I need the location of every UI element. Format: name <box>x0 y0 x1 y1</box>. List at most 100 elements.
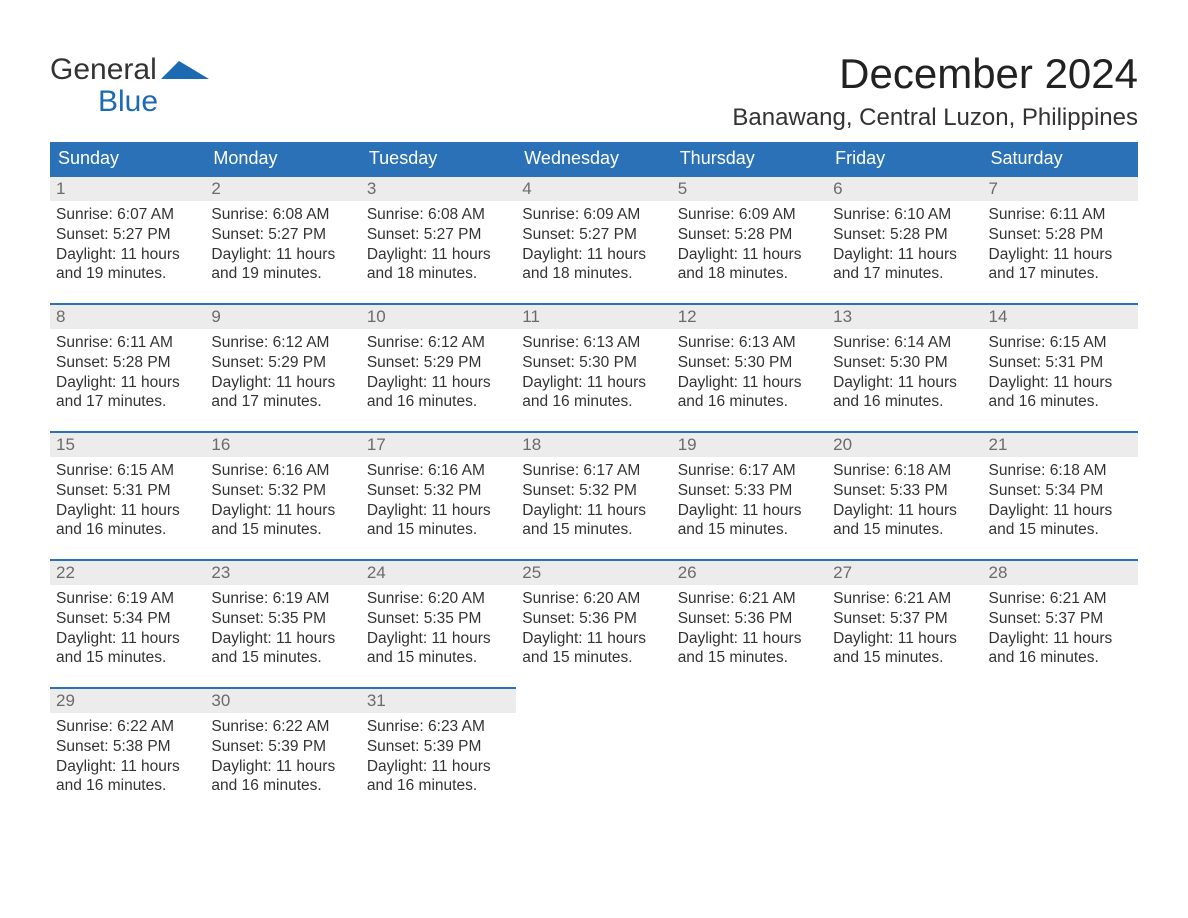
sunrise-line: Sunrise: 6:19 AM <box>56 589 199 609</box>
weekday-header: Friday <box>827 142 982 175</box>
day-number: 5 <box>672 177 827 201</box>
day-wrap: 8Sunrise: 6:11 AMSunset: 5:28 PMDaylight… <box>50 303 205 420</box>
sunrise-line: Sunrise: 6:12 AM <box>211 333 354 353</box>
day-wrap: 15Sunrise: 6:15 AMSunset: 5:31 PMDayligh… <box>50 431 205 548</box>
location-subtitle: Banawang, Central Luzon, Philippines <box>732 104 1138 132</box>
daylight-line: Daylight: 11 hours and 15 minutes. <box>56 629 199 669</box>
calendar-cell: 20Sunrise: 6:18 AMSunset: 5:33 PMDayligh… <box>827 431 982 559</box>
day-wrap: 25Sunrise: 6:20 AMSunset: 5:36 PMDayligh… <box>516 559 671 676</box>
day-number: 31 <box>361 689 516 713</box>
day-details: Sunrise: 6:17 AMSunset: 5:32 PMDaylight:… <box>516 457 671 548</box>
day-details: Sunrise: 6:14 AMSunset: 5:30 PMDaylight:… <box>827 329 982 420</box>
calendar-cell <box>672 687 827 815</box>
day-number: 4 <box>516 177 671 201</box>
day-number: 2 <box>205 177 360 201</box>
calendar-cell: 19Sunrise: 6:17 AMSunset: 5:33 PMDayligh… <box>672 431 827 559</box>
daylight-line: Daylight: 11 hours and 16 minutes. <box>56 501 199 541</box>
sunrise-line: Sunrise: 6:08 AM <box>367 205 510 225</box>
sunrise-line: Sunrise: 6:16 AM <box>211 461 354 481</box>
day-wrap: 17Sunrise: 6:16 AMSunset: 5:32 PMDayligh… <box>361 431 516 548</box>
calendar-cell: 5Sunrise: 6:09 AMSunset: 5:28 PMDaylight… <box>672 175 827 303</box>
day-details: Sunrise: 6:13 AMSunset: 5:30 PMDaylight:… <box>516 329 671 420</box>
sunset-line: Sunset: 5:35 PM <box>367 609 510 629</box>
calendar-week-row: 8Sunrise: 6:11 AMSunset: 5:28 PMDaylight… <box>50 303 1138 431</box>
day-number: 12 <box>672 305 827 329</box>
sunset-line: Sunset: 5:28 PM <box>56 353 199 373</box>
sunset-line: Sunset: 5:28 PM <box>989 225 1132 245</box>
daylight-line: Daylight: 11 hours and 15 minutes. <box>833 501 976 541</box>
day-details: Sunrise: 6:21 AMSunset: 5:37 PMDaylight:… <box>827 585 982 676</box>
daylight-line: Daylight: 11 hours and 17 minutes. <box>56 373 199 413</box>
weekday-header: Tuesday <box>361 142 516 175</box>
daylight-line: Daylight: 11 hours and 17 minutes. <box>989 245 1132 285</box>
sunrise-line: Sunrise: 6:13 AM <box>522 333 665 353</box>
weekday-header-row: SundayMondayTuesdayWednesdayThursdayFrid… <box>50 142 1138 175</box>
day-details: Sunrise: 6:13 AMSunset: 5:30 PMDaylight:… <box>672 329 827 420</box>
flag-icon <box>161 54 209 86</box>
daylight-line: Daylight: 11 hours and 15 minutes. <box>367 501 510 541</box>
day-details: Sunrise: 6:10 AMSunset: 5:28 PMDaylight:… <box>827 201 982 292</box>
sunset-line: Sunset: 5:28 PM <box>678 225 821 245</box>
sunset-line: Sunset: 5:37 PM <box>989 609 1132 629</box>
sunrise-line: Sunrise: 6:20 AM <box>367 589 510 609</box>
daylight-line: Daylight: 11 hours and 19 minutes. <box>56 245 199 285</box>
sunrise-line: Sunrise: 6:17 AM <box>678 461 821 481</box>
calendar-cell: 10Sunrise: 6:12 AMSunset: 5:29 PMDayligh… <box>361 303 516 431</box>
sunrise-line: Sunrise: 6:18 AM <box>989 461 1132 481</box>
daylight-line: Daylight: 11 hours and 16 minutes. <box>367 757 510 797</box>
calendar-cell: 8Sunrise: 6:11 AMSunset: 5:28 PMDaylight… <box>50 303 205 431</box>
sunset-line: Sunset: 5:32 PM <box>211 481 354 501</box>
day-details: Sunrise: 6:17 AMSunset: 5:33 PMDaylight:… <box>672 457 827 548</box>
day-number: 24 <box>361 561 516 585</box>
day-details: Sunrise: 6:08 AMSunset: 5:27 PMDaylight:… <box>361 201 516 292</box>
day-details: Sunrise: 6:21 AMSunset: 5:37 PMDaylight:… <box>983 585 1138 676</box>
daylight-line: Daylight: 11 hours and 18 minutes. <box>678 245 821 285</box>
day-number: 6 <box>827 177 982 201</box>
day-number: 27 <box>827 561 982 585</box>
sunset-line: Sunset: 5:30 PM <box>678 353 821 373</box>
day-number: 17 <box>361 433 516 457</box>
logo-word-blue: Blue <box>50 86 209 118</box>
sunrise-line: Sunrise: 6:08 AM <box>211 205 354 225</box>
day-number: 11 <box>516 305 671 329</box>
calendar-week-row: 22Sunrise: 6:19 AMSunset: 5:34 PMDayligh… <box>50 559 1138 687</box>
sunset-line: Sunset: 5:27 PM <box>56 225 199 245</box>
sunset-line: Sunset: 5:36 PM <box>522 609 665 629</box>
daylight-line: Daylight: 11 hours and 16 minutes. <box>522 373 665 413</box>
day-wrap: 26Sunrise: 6:21 AMSunset: 5:36 PMDayligh… <box>672 559 827 676</box>
daylight-line: Daylight: 11 hours and 16 minutes. <box>367 373 510 413</box>
daylight-line: Daylight: 11 hours and 15 minutes. <box>367 629 510 669</box>
day-wrap: 3Sunrise: 6:08 AMSunset: 5:27 PMDaylight… <box>361 175 516 292</box>
daylight-line: Daylight: 11 hours and 16 minutes. <box>678 373 821 413</box>
day-wrap: 1Sunrise: 6:07 AMSunset: 5:27 PMDaylight… <box>50 175 205 292</box>
day-wrap: 29Sunrise: 6:22 AMSunset: 5:38 PMDayligh… <box>50 687 205 804</box>
sunrise-line: Sunrise: 6:11 AM <box>989 205 1132 225</box>
calendar-cell: 22Sunrise: 6:19 AMSunset: 5:34 PMDayligh… <box>50 559 205 687</box>
day-wrap: 22Sunrise: 6:19 AMSunset: 5:34 PMDayligh… <box>50 559 205 676</box>
calendar-cell: 29Sunrise: 6:22 AMSunset: 5:38 PMDayligh… <box>50 687 205 815</box>
sunrise-line: Sunrise: 6:22 AM <box>56 717 199 737</box>
daylight-line: Daylight: 11 hours and 16 minutes. <box>211 757 354 797</box>
day-number: 21 <box>983 433 1138 457</box>
calendar-cell: 6Sunrise: 6:10 AMSunset: 5:28 PMDaylight… <box>827 175 982 303</box>
day-wrap: 11Sunrise: 6:13 AMSunset: 5:30 PMDayligh… <box>516 303 671 420</box>
calendar-cell: 2Sunrise: 6:08 AMSunset: 5:27 PMDaylight… <box>205 175 360 303</box>
daylight-line: Daylight: 11 hours and 15 minutes. <box>678 501 821 541</box>
sunrise-line: Sunrise: 6:20 AM <box>522 589 665 609</box>
day-details: Sunrise: 6:20 AMSunset: 5:35 PMDaylight:… <box>361 585 516 676</box>
day-number: 7 <box>983 177 1138 201</box>
sunset-line: Sunset: 5:36 PM <box>678 609 821 629</box>
day-wrap: 23Sunrise: 6:19 AMSunset: 5:35 PMDayligh… <box>205 559 360 676</box>
calendar-cell: 4Sunrise: 6:09 AMSunset: 5:27 PMDaylight… <box>516 175 671 303</box>
daylight-line: Daylight: 11 hours and 15 minutes. <box>833 629 976 669</box>
sunset-line: Sunset: 5:31 PM <box>989 353 1132 373</box>
daylight-line: Daylight: 11 hours and 17 minutes. <box>833 245 976 285</box>
sunrise-line: Sunrise: 6:21 AM <box>989 589 1132 609</box>
sunset-line: Sunset: 5:27 PM <box>211 225 354 245</box>
day-details: Sunrise: 6:11 AMSunset: 5:28 PMDaylight:… <box>50 329 205 420</box>
daylight-line: Daylight: 11 hours and 17 minutes. <box>211 373 354 413</box>
day-number: 16 <box>205 433 360 457</box>
calendar-cell: 25Sunrise: 6:20 AMSunset: 5:36 PMDayligh… <box>516 559 671 687</box>
day-number: 14 <box>983 305 1138 329</box>
day-number: 9 <box>205 305 360 329</box>
